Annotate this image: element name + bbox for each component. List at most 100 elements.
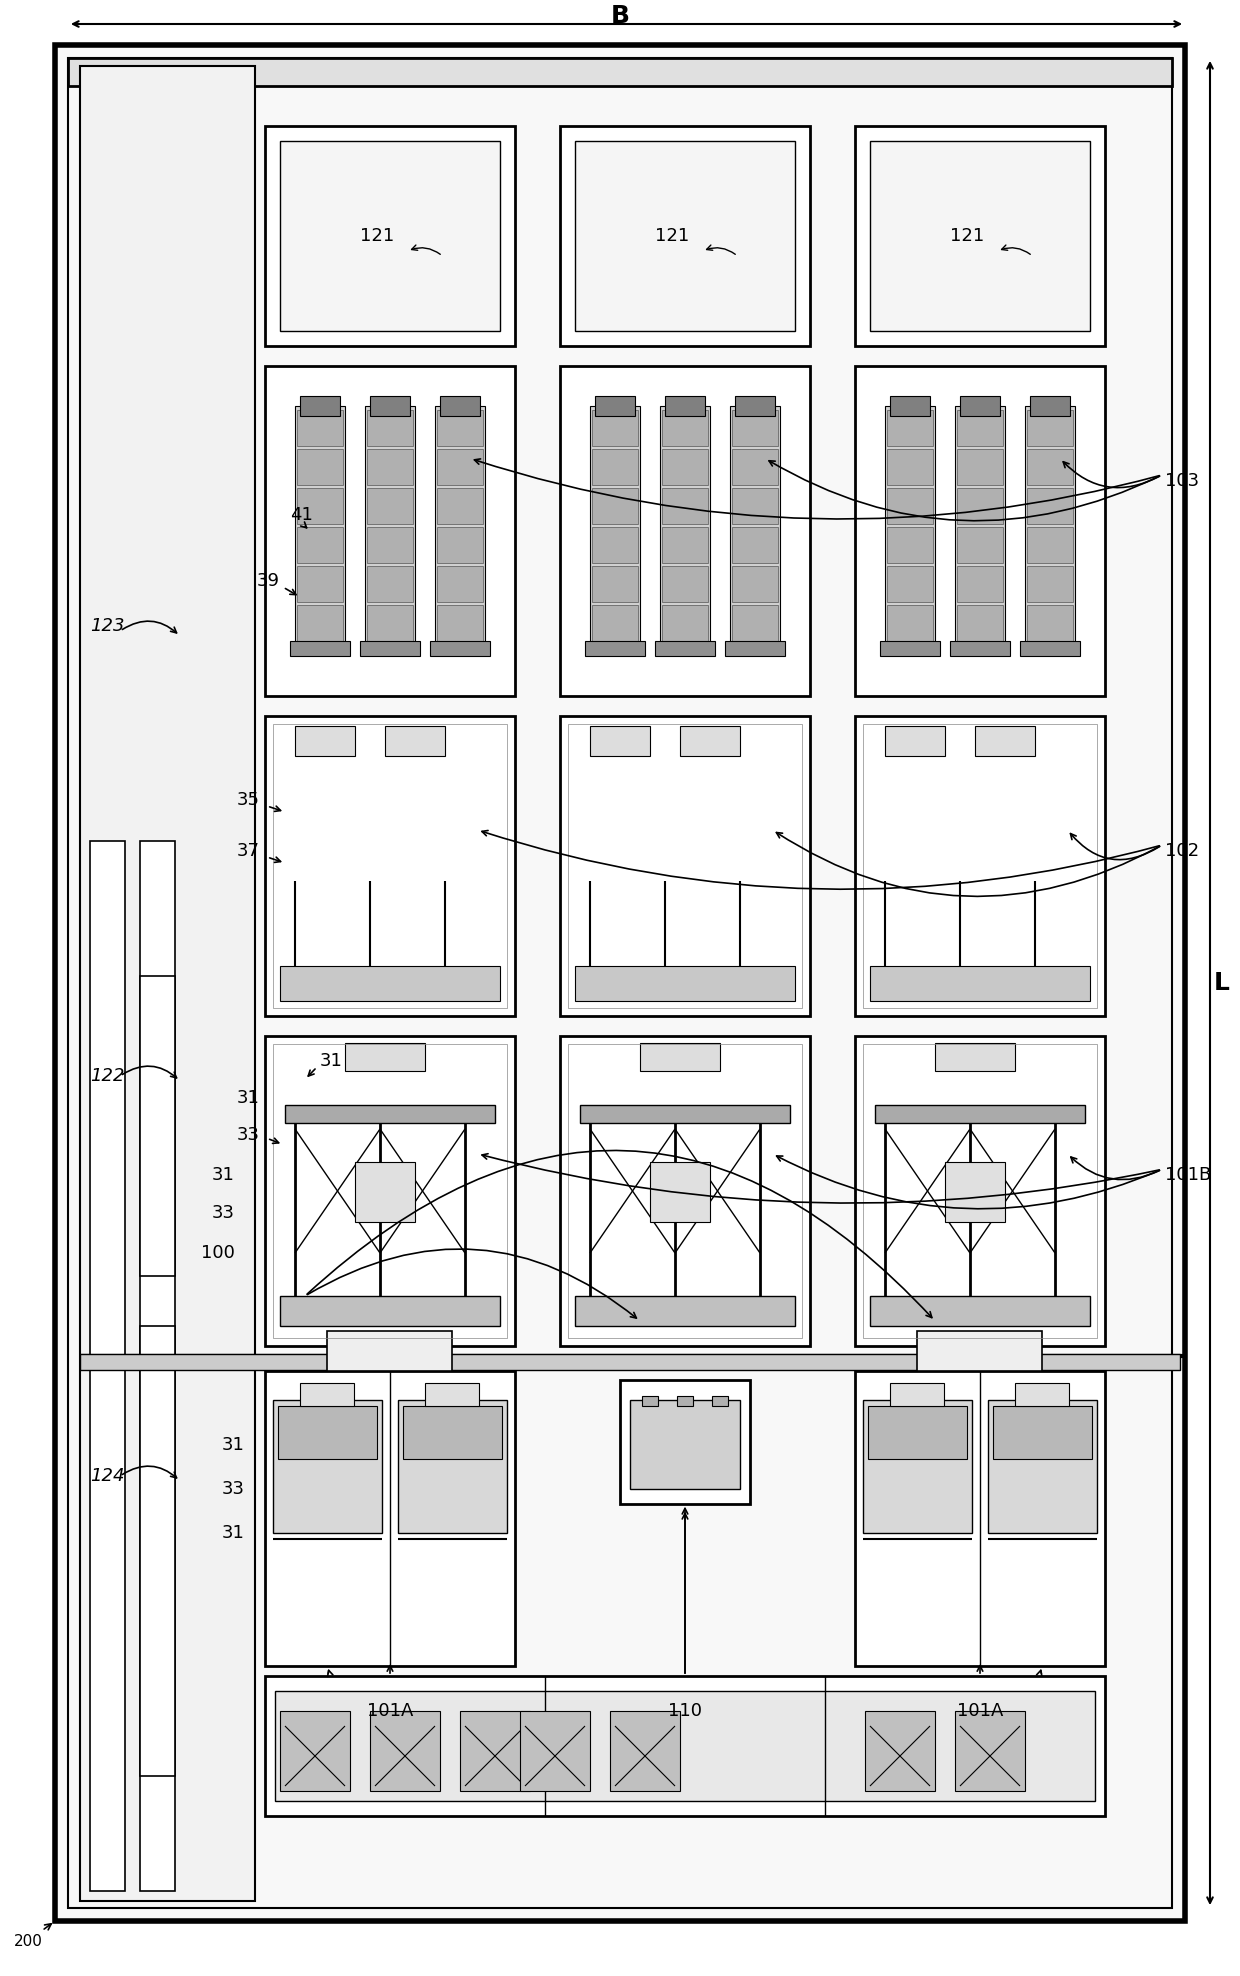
Bar <box>436 488 484 524</box>
Text: 101A: 101A <box>367 1701 413 1719</box>
Bar <box>655 640 715 656</box>
Bar <box>560 126 810 346</box>
Bar <box>945 1162 1004 1221</box>
Bar <box>273 1043 507 1338</box>
Bar <box>298 449 343 484</box>
Bar <box>732 409 777 447</box>
Bar <box>870 140 1090 332</box>
Bar <box>81 65 255 1901</box>
Bar <box>662 605 708 640</box>
Bar <box>885 405 935 646</box>
Bar <box>988 1401 1097 1533</box>
Bar <box>677 1397 693 1407</box>
Bar <box>580 1105 790 1122</box>
Bar <box>298 605 343 640</box>
Bar <box>957 409 1003 447</box>
Bar <box>885 725 945 757</box>
Bar <box>662 449 708 484</box>
Bar <box>367 409 413 447</box>
Text: 102: 102 <box>1166 842 1199 860</box>
Bar <box>265 126 515 346</box>
Bar <box>568 1043 802 1338</box>
Bar <box>957 488 1003 524</box>
Text: 200: 200 <box>14 1925 51 1948</box>
Bar <box>595 395 635 417</box>
Bar <box>630 1401 740 1490</box>
Bar <box>280 1296 500 1326</box>
Bar <box>265 715 515 1016</box>
Bar <box>725 640 785 656</box>
Bar <box>732 528 777 563</box>
Bar <box>430 640 490 656</box>
Bar <box>295 725 355 757</box>
Bar <box>868 1407 967 1460</box>
Bar <box>662 528 708 563</box>
Bar <box>436 565 484 603</box>
Text: 123: 123 <box>91 617 124 634</box>
Bar <box>560 715 810 1016</box>
Bar <box>960 395 999 417</box>
Bar <box>403 1407 502 1460</box>
Text: 33: 33 <box>212 1203 236 1221</box>
Bar <box>887 605 932 640</box>
Bar <box>265 1035 515 1346</box>
Bar <box>575 966 795 1002</box>
Bar <box>955 405 1004 646</box>
Bar <box>1016 1383 1069 1407</box>
Bar <box>560 366 810 696</box>
Bar <box>585 640 645 656</box>
Bar <box>460 1711 529 1790</box>
Text: 124: 124 <box>91 1466 124 1486</box>
Bar <box>367 528 413 563</box>
Bar <box>680 725 740 757</box>
Bar <box>650 1162 711 1221</box>
Bar <box>278 1407 377 1460</box>
Bar <box>68 57 1172 87</box>
Bar <box>870 1296 1090 1326</box>
Bar <box>1027 488 1073 524</box>
Bar <box>91 842 125 1891</box>
Bar <box>398 1401 507 1533</box>
Bar <box>591 605 639 640</box>
Bar <box>642 1397 658 1407</box>
Bar <box>360 640 420 656</box>
Bar <box>1027 605 1073 640</box>
Bar <box>875 1105 1085 1122</box>
Bar <box>610 1711 680 1790</box>
Bar <box>280 1711 350 1790</box>
Text: 33: 33 <box>222 1480 246 1498</box>
Bar <box>440 395 480 417</box>
Bar <box>265 1676 1105 1816</box>
Bar <box>370 1711 440 1790</box>
Text: 103: 103 <box>1166 472 1199 490</box>
Bar <box>1021 640 1080 656</box>
Bar <box>591 565 639 603</box>
Bar <box>591 528 639 563</box>
Bar <box>370 395 410 417</box>
Bar <box>1027 409 1073 447</box>
Bar <box>298 528 343 563</box>
Bar <box>140 976 175 1276</box>
Bar <box>436 528 484 563</box>
Text: 122: 122 <box>91 1067 124 1085</box>
Bar <box>81 1354 1180 1369</box>
Bar <box>265 366 515 696</box>
Bar <box>384 725 445 757</box>
Bar <box>590 405 640 646</box>
Bar <box>327 1332 453 1371</box>
Text: 31: 31 <box>212 1166 236 1184</box>
Bar <box>140 1326 175 1776</box>
Bar <box>68 57 1172 1909</box>
Bar <box>436 605 484 640</box>
Bar <box>298 565 343 603</box>
Text: 101A: 101A <box>957 1701 1003 1719</box>
Bar <box>1027 565 1073 603</box>
Bar <box>957 528 1003 563</box>
Bar <box>290 640 350 656</box>
Text: 37: 37 <box>237 842 260 860</box>
Bar <box>265 1371 515 1666</box>
Bar <box>367 488 413 524</box>
Bar <box>665 395 706 417</box>
Bar <box>298 409 343 447</box>
Bar <box>560 1035 810 1346</box>
